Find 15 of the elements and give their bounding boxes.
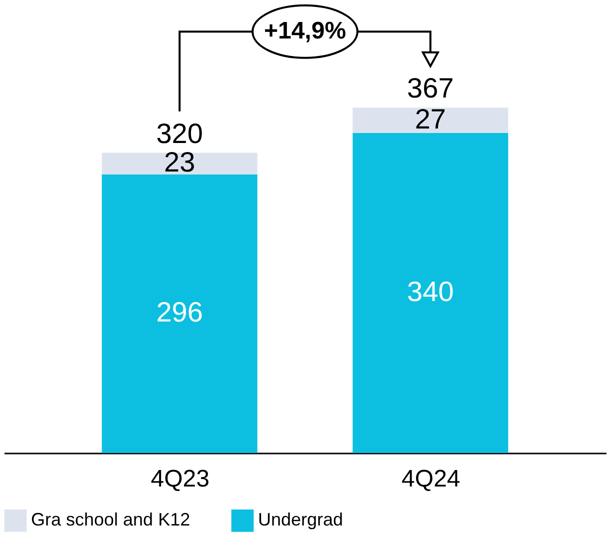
legend-label: Gra school and K12 (31, 510, 190, 530)
total-label: 367 (407, 72, 454, 104)
bar (352, 133, 508, 453)
legend-label: Undergrad (258, 510, 344, 530)
text: +14,9% (264, 18, 346, 45)
data-label: 340 (407, 276, 454, 308)
bar (352, 108, 508, 134)
data-label: 27 (414, 103, 446, 134)
bar (102, 174, 258, 453)
x-tick-label: 4Q24 (402, 466, 460, 492)
bar (102, 152, 258, 174)
data-label: 296 (156, 296, 203, 328)
total-label: 320 (156, 118, 203, 149)
x-tick-label: 4Q23 (150, 466, 210, 492)
data-label: 23 (164, 146, 196, 178)
